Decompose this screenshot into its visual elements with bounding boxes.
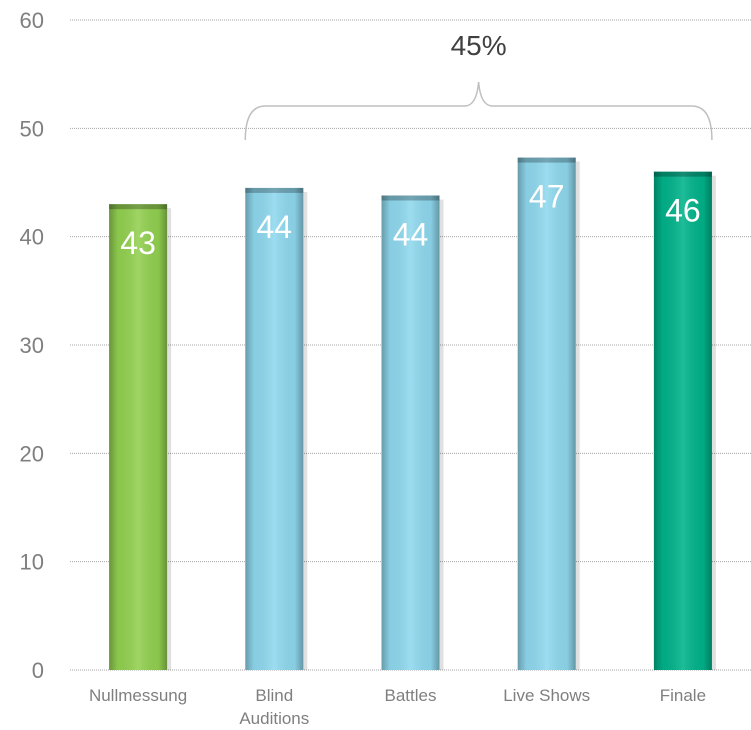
y-tick-label: 30 xyxy=(20,333,44,358)
annotation-label: 45% xyxy=(451,30,507,61)
data-label: 44 xyxy=(257,209,293,245)
bar-top-edge xyxy=(517,157,576,163)
y-axis-ticks: 0 10 20 30 40 50 60 xyxy=(20,8,44,683)
annotation-brace xyxy=(244,81,713,141)
y-tick-label: 10 xyxy=(20,550,44,575)
data-label: 43 xyxy=(120,225,156,261)
bar-bevel xyxy=(245,187,304,670)
bars: 43 44 44 47 46 xyxy=(109,157,716,671)
bar-bevel xyxy=(517,157,576,671)
y-tick-label: 50 xyxy=(20,116,44,141)
x-axis-labels: Nullmessung Blind Auditions Battles Live Sho… xyxy=(89,686,706,728)
y-tick-label: 60 xyxy=(20,8,44,33)
data-label: 46 xyxy=(665,193,701,229)
y-tick-label: 20 xyxy=(20,441,44,466)
data-label: 44 xyxy=(393,217,429,253)
bar-bevel xyxy=(653,171,712,670)
bar-top-edge xyxy=(245,187,304,193)
y-tick-label: 40 xyxy=(20,225,44,250)
x-tick-label: Battles xyxy=(385,686,437,705)
x-tick-label: Nullmessung xyxy=(89,686,187,705)
data-label: 47 xyxy=(529,179,565,215)
y-tick-label: 0 xyxy=(32,658,44,683)
annotation: 45% xyxy=(244,30,713,141)
bar-bevel xyxy=(381,195,440,670)
x-tick-label: Live Shows xyxy=(503,686,590,705)
bar-top-edge xyxy=(109,204,168,210)
x-tick-label: Blind Auditions xyxy=(239,686,309,728)
bar-top-edge xyxy=(381,195,440,201)
x-tick-label: Finale xyxy=(660,686,706,705)
bar-top-edge xyxy=(653,171,712,177)
bar-bevel xyxy=(109,204,168,670)
